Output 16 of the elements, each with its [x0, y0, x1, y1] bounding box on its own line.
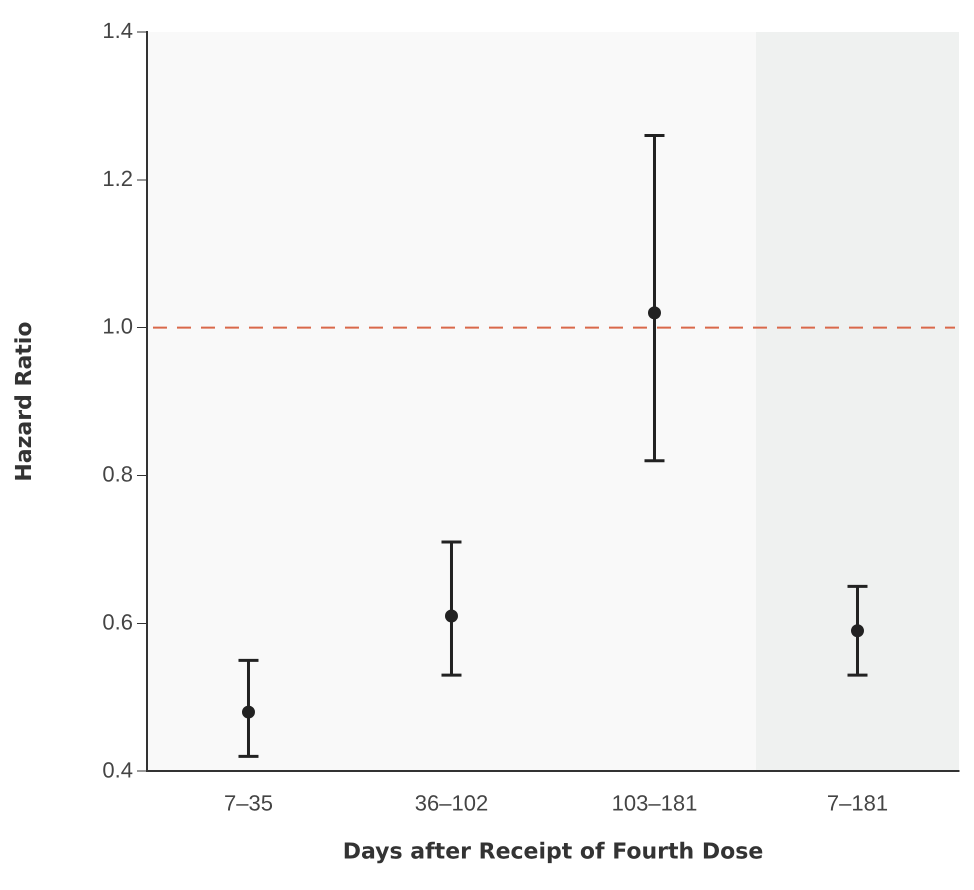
y-tick-label: 1.4 [102, 18, 133, 44]
point [242, 706, 255, 719]
point [648, 306, 661, 320]
y-tick-label: 0.8 [102, 462, 133, 487]
x-tick-label: 103–181 [612, 790, 698, 816]
y-axis-title: Hazard Ratio [12, 322, 37, 482]
y-tick-label: 1.0 [102, 314, 133, 339]
point [444, 609, 458, 622]
point [851, 624, 864, 638]
x-tick-label: 7–181 [826, 790, 888, 816]
y-tick-label: 1.2 [102, 166, 133, 191]
y-tick-label: 0.6 [102, 609, 133, 634]
x-tick-label: 36–102 [414, 790, 488, 816]
x-axis-title: Days after Receipt of Fourth Dose [342, 840, 764, 865]
x-tick-label: 7–35 [224, 790, 273, 816]
y-tick-label: 0.4 [102, 757, 133, 782]
